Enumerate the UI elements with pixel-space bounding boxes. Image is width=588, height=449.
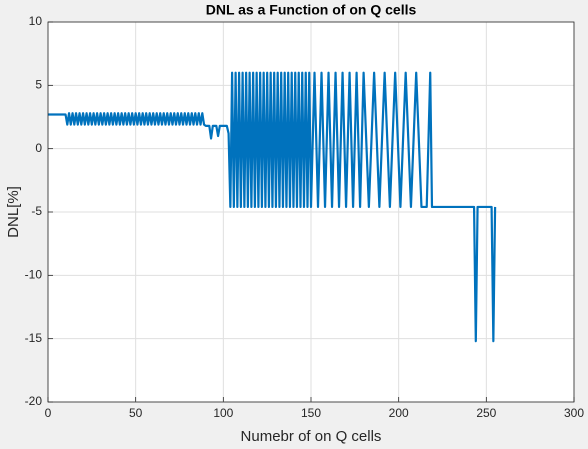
y-tick-label: -10 — [25, 268, 43, 282]
x-tick-label: 100 — [213, 406, 233, 420]
y-tick-label: -15 — [25, 331, 43, 345]
y-tick-label: 10 — [29, 14, 43, 28]
y-tick-label: -20 — [25, 394, 43, 408]
axes-box — [47, 21, 575, 403]
x-tick-label: 0 — [45, 406, 52, 420]
x-tick-label: 50 — [129, 406, 143, 420]
chart-title: DNL as a Function of on Q cells — [206, 2, 417, 18]
y-tick-label: 0 — [35, 141, 42, 155]
x-tick-label: 150 — [301, 406, 321, 420]
y-tick-label: 5 — [35, 78, 42, 92]
marks — [48, 71, 497, 343]
data-line — [48, 71, 497, 343]
x-tick-label: 300 — [564, 406, 584, 420]
x-tick-label: 250 — [476, 406, 496, 420]
labels: 0 50 100 150 200 250 300 -20 -15 -10 -5 0 5 10 — [25, 14, 585, 420]
y-axis-label: DNL[%] — [5, 186, 22, 238]
y-tick-label: -5 — [31, 204, 42, 218]
x-axis-label: Numebr of on Q cells — [241, 428, 382, 445]
x-tick-label: 200 — [389, 406, 409, 420]
